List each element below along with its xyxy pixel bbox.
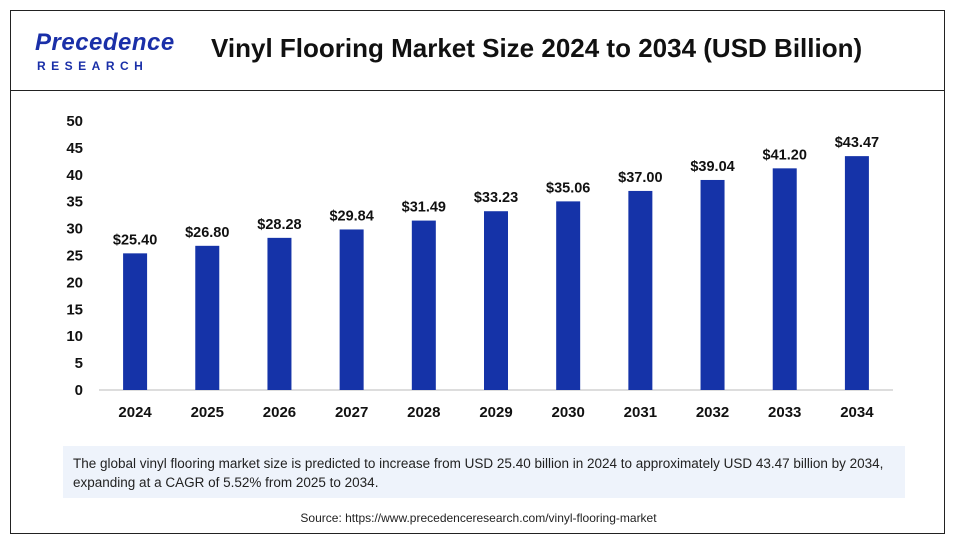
header: Precedence RESEARCH Vinyl Flooring Marke… bbox=[11, 11, 944, 91]
y-tick-label: 15 bbox=[66, 301, 83, 318]
y-tick-label: 5 bbox=[75, 355, 83, 372]
x-tick-label: 2032 bbox=[696, 404, 729, 421]
bar bbox=[195, 245, 220, 390]
data-label: $33.23 bbox=[474, 190, 518, 206]
bar bbox=[484, 211, 508, 390]
x-tick-label: 2027 bbox=[335, 404, 368, 421]
bar bbox=[772, 168, 797, 390]
y-tick-label: 35 bbox=[66, 194, 83, 211]
bar bbox=[339, 229, 364, 390]
logo-subtitle: RESEARCH bbox=[37, 59, 149, 73]
bar bbox=[267, 237, 292, 390]
x-tick-label: 2029 bbox=[479, 404, 512, 421]
data-label: $39.04 bbox=[690, 159, 734, 175]
data-label: $41.20 bbox=[763, 147, 807, 163]
bar bbox=[628, 190, 653, 390]
bar bbox=[844, 156, 869, 390]
x-tick-label: 2034 bbox=[840, 404, 874, 421]
data-label: $26.80 bbox=[185, 225, 229, 241]
y-tick-label: 50 bbox=[66, 113, 83, 130]
x-tick-label: 2024 bbox=[118, 404, 152, 421]
data-label: $31.49 bbox=[402, 200, 446, 216]
description-box: The global vinyl flooring market size is… bbox=[63, 446, 905, 498]
y-tick-label: 40 bbox=[66, 167, 83, 184]
y-tick-label: 10 bbox=[66, 328, 83, 345]
x-tick-label: 2028 bbox=[407, 404, 440, 421]
x-tick-label: 2026 bbox=[263, 404, 296, 421]
x-tick-label: 2030 bbox=[551, 404, 584, 421]
y-tick-label: 30 bbox=[66, 221, 83, 238]
bar bbox=[700, 179, 725, 390]
y-tick-label: 45 bbox=[66, 140, 83, 157]
bar bbox=[556, 201, 581, 390]
data-label: $35.06 bbox=[546, 180, 590, 196]
data-label: $29.84 bbox=[329, 208, 373, 224]
source-note: Source: https://www.precedenceresearch.c… bbox=[300, 511, 657, 525]
logo-wordmark: Precedence bbox=[35, 29, 175, 56]
data-label: $28.28 bbox=[257, 217, 301, 233]
brand-logo: Precedence RESEARCH bbox=[25, 27, 175, 77]
chart-frame: Precedence RESEARCH Vinyl Flooring Marke… bbox=[10, 10, 945, 534]
bar-chart: 05101520253035404550$25.402024$26.802025… bbox=[66, 113, 893, 421]
y-tick-label: 0 bbox=[75, 382, 83, 399]
bar bbox=[411, 220, 436, 390]
x-tick-label: 2025 bbox=[191, 404, 224, 421]
x-tick-label: 2031 bbox=[624, 404, 657, 421]
data-label: $43.47 bbox=[835, 135, 879, 151]
data-label: $25.40 bbox=[113, 232, 157, 248]
page-title: Vinyl Flooring Market Size 2024 to 2034 … bbox=[211, 33, 863, 63]
y-tick-label: 20 bbox=[66, 274, 83, 291]
y-tick-label: 25 bbox=[66, 248, 83, 265]
bar bbox=[123, 253, 148, 390]
x-tick-label: 2033 bbox=[768, 404, 801, 421]
data-label: $37.00 bbox=[618, 170, 662, 186]
